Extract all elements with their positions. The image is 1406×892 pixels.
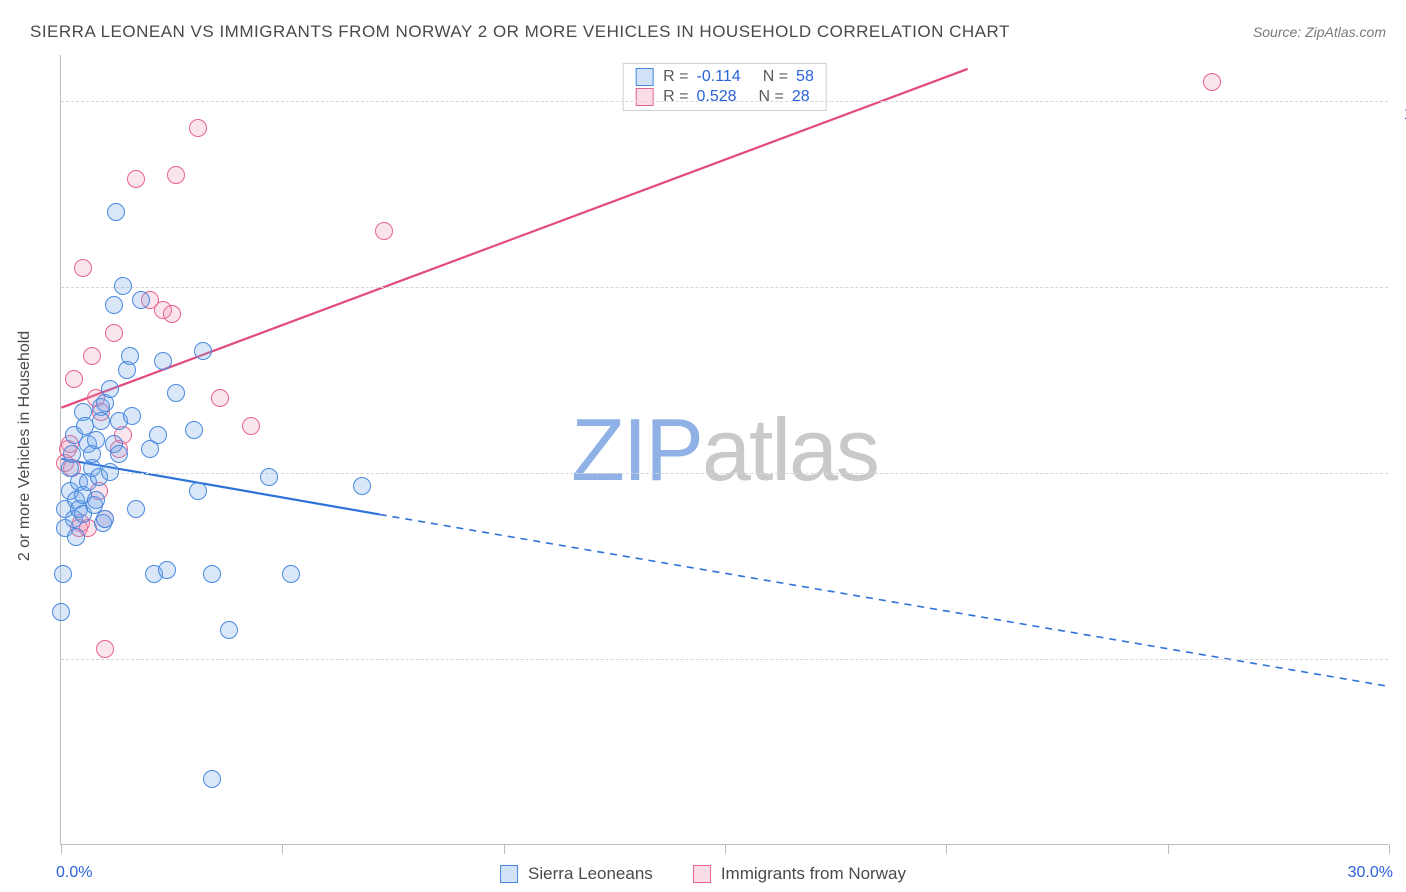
- data-point: [154, 352, 172, 370]
- data-point: [167, 384, 185, 402]
- data-point: [1203, 73, 1221, 91]
- data-point: [83, 347, 101, 365]
- legend-item: Sierra Leoneans: [500, 864, 653, 884]
- data-point: [375, 222, 393, 240]
- data-point: [149, 426, 167, 444]
- gridline: [61, 659, 1388, 660]
- x-tick-label-max: 30.0%: [1348, 864, 1393, 882]
- n-label: N =: [759, 88, 784, 106]
- watermark-rest: atlas: [702, 400, 878, 499]
- data-point: [185, 421, 203, 439]
- plot-area: ZIPatlas R = -0.114 N = 58 R = 0.528 N = 28…: [60, 55, 1388, 845]
- r-label: R =: [663, 68, 688, 86]
- data-point: [163, 305, 181, 323]
- gridline: [61, 101, 1388, 102]
- data-point: [105, 324, 123, 342]
- data-point: [158, 561, 176, 579]
- data-point: [203, 770, 221, 788]
- stats-box: R = -0.114 N = 58 R = 0.528 N = 28: [622, 63, 827, 111]
- data-point: [87, 431, 105, 449]
- data-point: [96, 640, 114, 658]
- legend-swatch-icon: [635, 68, 653, 86]
- data-point: [110, 445, 128, 463]
- data-point: [132, 291, 150, 309]
- x-tick: [946, 844, 947, 854]
- data-point: [114, 277, 132, 295]
- data-point: [96, 510, 114, 528]
- legend-item: Immigrants from Norway: [693, 864, 906, 884]
- trend-lines: [61, 55, 1388, 844]
- data-point: [194, 342, 212, 360]
- data-point: [105, 296, 123, 314]
- data-point: [52, 603, 70, 621]
- data-point: [121, 347, 139, 365]
- data-point: [101, 463, 119, 481]
- data-point: [167, 166, 185, 184]
- x-tick: [61, 844, 62, 854]
- stats-row: R = 0.528 N = 28: [623, 87, 826, 107]
- data-point: [74, 259, 92, 277]
- n-value: 58: [796, 68, 814, 86]
- data-point: [242, 417, 260, 435]
- data-point: [101, 380, 119, 398]
- x-tick: [725, 844, 726, 854]
- n-label: N =: [763, 68, 788, 86]
- data-point: [127, 170, 145, 188]
- x-tick: [504, 844, 505, 854]
- data-point: [107, 203, 125, 221]
- data-point: [87, 491, 105, 509]
- legend-label: Sierra Leoneans: [528, 864, 653, 884]
- data-point: [189, 119, 207, 137]
- y-tick-label: 100.0%: [1398, 106, 1406, 124]
- data-point: [67, 528, 85, 546]
- data-point: [260, 468, 278, 486]
- x-tick: [1389, 844, 1390, 854]
- data-point: [123, 407, 141, 425]
- chart-title: SIERRA LEONEAN VS IMMIGRANTS FROM NORWAY…: [30, 22, 1406, 42]
- y-tick-label: 60.0%: [1398, 478, 1406, 496]
- data-point: [353, 477, 371, 495]
- r-label: R =: [663, 88, 688, 106]
- r-value: -0.114: [697, 68, 741, 86]
- watermark: ZIPatlas: [571, 399, 878, 501]
- legend: Sierra Leoneans Immigrants from Norway: [500, 864, 906, 884]
- data-point: [203, 565, 221, 583]
- x-tick-label-min: 0.0%: [56, 864, 92, 882]
- x-tick: [282, 844, 283, 854]
- watermark-zip: ZIP: [571, 400, 702, 499]
- data-point: [65, 370, 83, 388]
- y-tick-label: 40.0%: [1398, 664, 1406, 682]
- stats-row: R = -0.114 N = 58: [623, 67, 826, 87]
- data-point: [54, 565, 72, 583]
- gridline: [61, 287, 1388, 288]
- x-tick: [1168, 844, 1169, 854]
- y-tick-label: 80.0%: [1398, 292, 1406, 310]
- data-point: [92, 412, 110, 430]
- data-point: [127, 500, 145, 518]
- y-axis-label: 2 or more Vehicles in Household: [16, 331, 34, 561]
- data-point: [189, 482, 207, 500]
- legend-swatch-icon: [635, 88, 653, 106]
- n-value: 28: [792, 88, 810, 106]
- legend-swatch-icon: [693, 865, 711, 883]
- data-point: [220, 621, 238, 639]
- r-value: 0.528: [697, 88, 737, 106]
- data-point: [211, 389, 229, 407]
- legend-label: Immigrants from Norway: [721, 864, 906, 884]
- legend-swatch-icon: [500, 865, 518, 883]
- data-point: [282, 565, 300, 583]
- source-attribution: Source: ZipAtlas.com: [1253, 24, 1386, 40]
